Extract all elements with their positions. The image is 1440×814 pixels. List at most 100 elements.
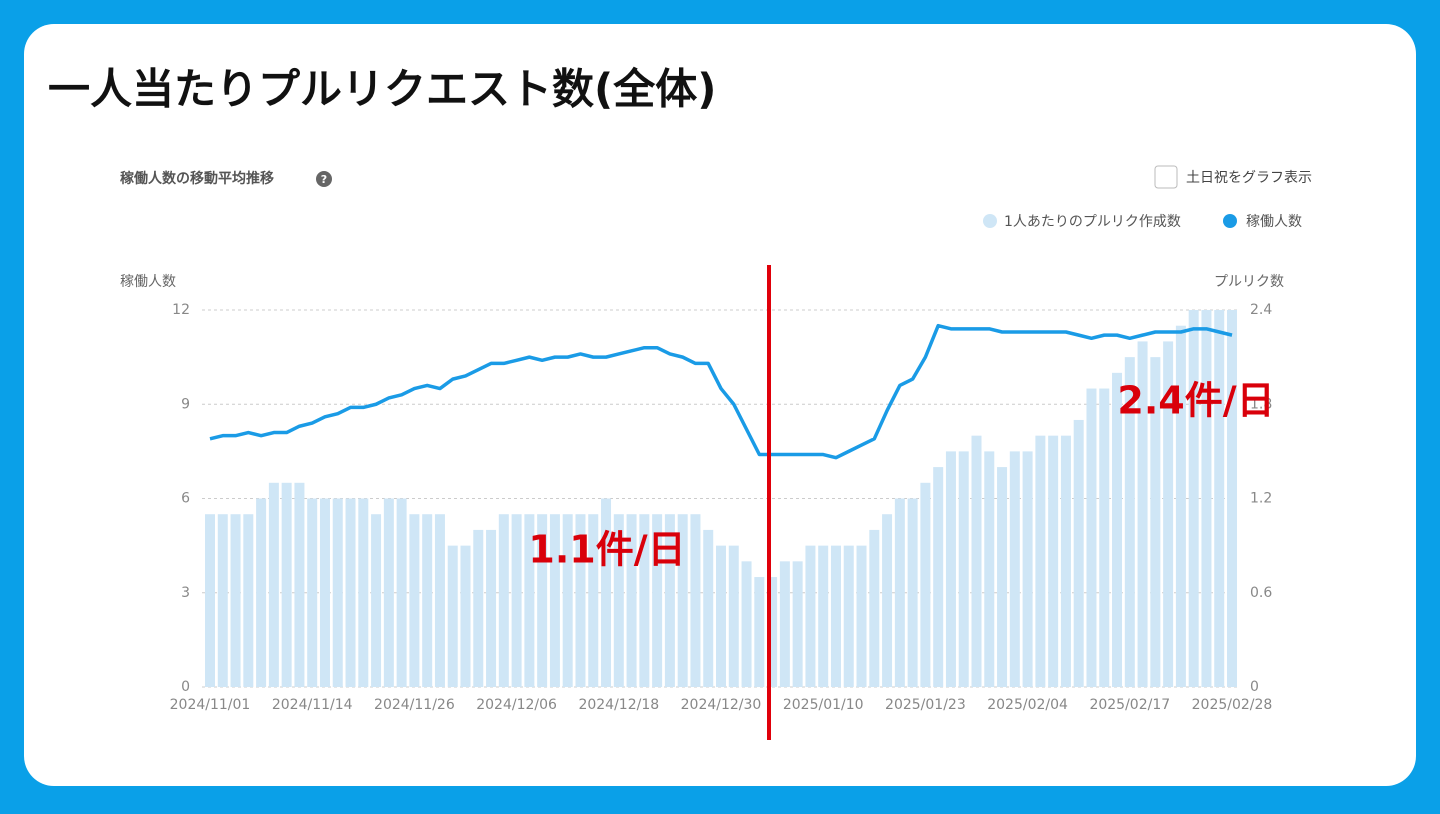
bar bbox=[805, 545, 816, 687]
bar bbox=[549, 514, 560, 687]
bar bbox=[626, 514, 637, 687]
bar bbox=[1175, 325, 1186, 687]
bar bbox=[1201, 310, 1212, 687]
bar bbox=[332, 498, 343, 687]
checkbox-label: 土日祝をグラフ表示 bbox=[1186, 170, 1312, 186]
bar bbox=[601, 498, 612, 687]
bar bbox=[882, 514, 893, 687]
bar bbox=[473, 529, 484, 687]
y2-axis-label: プルリク数 bbox=[1214, 274, 1284, 290]
y2-tick-label: 1.8 bbox=[1250, 396, 1272, 412]
x-tick-label: 2024/12/18 bbox=[578, 697, 659, 713]
bar bbox=[575, 514, 586, 687]
bar bbox=[652, 514, 663, 687]
bar bbox=[1022, 451, 1033, 687]
bar bbox=[856, 545, 867, 687]
x-tick-label: 2025/01/10 bbox=[783, 697, 864, 713]
legend-swatch bbox=[1223, 214, 1237, 228]
bar bbox=[1137, 341, 1148, 687]
bar bbox=[997, 467, 1008, 687]
bar bbox=[971, 435, 982, 687]
bar bbox=[907, 498, 918, 687]
y-tick-label: 6 bbox=[181, 491, 190, 507]
plot: 0 3 6 9 12 0 0.6 1.2 1.8 2.4 2024/11/01 2024/11/14 2… bbox=[170, 302, 1273, 713]
bar bbox=[639, 514, 650, 687]
bar bbox=[1099, 388, 1110, 687]
x-tick-label: 2025/02/04 bbox=[987, 697, 1068, 713]
bar bbox=[945, 451, 956, 687]
bar bbox=[792, 561, 803, 687]
bar bbox=[754, 577, 765, 687]
bar bbox=[230, 514, 241, 687]
x-tick-label: 2024/12/30 bbox=[681, 697, 762, 713]
help-icon-mark: ? bbox=[321, 173, 327, 186]
x-tick-label: 2024/11/01 bbox=[170, 697, 251, 713]
bar bbox=[460, 545, 471, 687]
title: 一人当たりプルリクエスト数(全体) bbox=[48, 65, 716, 114]
bar bbox=[447, 545, 458, 687]
bar bbox=[1035, 435, 1046, 687]
bar bbox=[728, 545, 739, 687]
bar bbox=[894, 498, 905, 687]
line bbox=[209, 323, 1233, 460]
bar bbox=[843, 545, 854, 687]
bar bbox=[664, 514, 675, 687]
bar bbox=[933, 467, 944, 687]
legend-label: 稼働人数 bbox=[1246, 214, 1302, 230]
legend-swatch bbox=[983, 214, 997, 228]
bar bbox=[281, 482, 292, 687]
bar bbox=[243, 514, 254, 687]
y2-tick-label: 0.6 bbox=[1250, 585, 1272, 601]
y-tick-label: 0 bbox=[181, 679, 190, 695]
y2-tick-label: 0 bbox=[1250, 679, 1259, 695]
bar bbox=[1048, 435, 1059, 687]
bar bbox=[256, 498, 267, 687]
bar bbox=[562, 514, 573, 687]
bar bbox=[422, 514, 433, 687]
bar bbox=[486, 529, 497, 687]
bar bbox=[217, 514, 228, 687]
x-tick-label: 2025/02/17 bbox=[1089, 697, 1170, 713]
bar bbox=[205, 514, 215, 687]
bar bbox=[1214, 310, 1225, 687]
subtitle: 稼働人数の移動平均推移 bbox=[120, 170, 274, 187]
bar bbox=[1060, 435, 1071, 687]
bar bbox=[588, 514, 599, 687]
bar bbox=[741, 561, 752, 687]
y-tick-label: 3 bbox=[181, 585, 190, 601]
y-axis-label: 稼働人数 bbox=[120, 274, 176, 290]
bar bbox=[830, 545, 841, 687]
annotation: 1.1件/日 bbox=[528, 528, 685, 572]
bar bbox=[1188, 310, 1199, 687]
bar bbox=[1086, 388, 1097, 687]
bar bbox=[409, 514, 420, 687]
annotation: 2.4件/日 bbox=[1117, 379, 1274, 423]
bar bbox=[716, 545, 726, 687]
x-tick-label: 2024/12/06 bbox=[476, 697, 557, 713]
bar bbox=[958, 451, 969, 687]
bar bbox=[1009, 451, 1020, 687]
bar bbox=[511, 514, 522, 687]
legend-label: 1人あたりのプルリク作成数 bbox=[1004, 214, 1181, 230]
bar bbox=[818, 545, 829, 687]
bar bbox=[677, 514, 688, 687]
bar bbox=[1163, 341, 1174, 687]
bar bbox=[920, 482, 931, 687]
bar bbox=[307, 498, 318, 687]
checkbox[interactable] bbox=[1154, 165, 1178, 189]
y-tick-label: 9 bbox=[181, 396, 190, 412]
help-icon[interactable] bbox=[316, 171, 332, 187]
bar bbox=[1227, 310, 1237, 687]
bar bbox=[869, 529, 880, 687]
bar bbox=[1073, 419, 1084, 687]
bar bbox=[767, 577, 778, 687]
bar bbox=[294, 482, 305, 687]
bar bbox=[383, 498, 394, 687]
bar bbox=[537, 514, 548, 687]
bar bbox=[1112, 372, 1123, 687]
x-tick-label: 2024/11/14 bbox=[272, 697, 353, 713]
bar bbox=[345, 498, 356, 687]
x-tick-label: 2025/01/23 bbox=[885, 697, 966, 713]
